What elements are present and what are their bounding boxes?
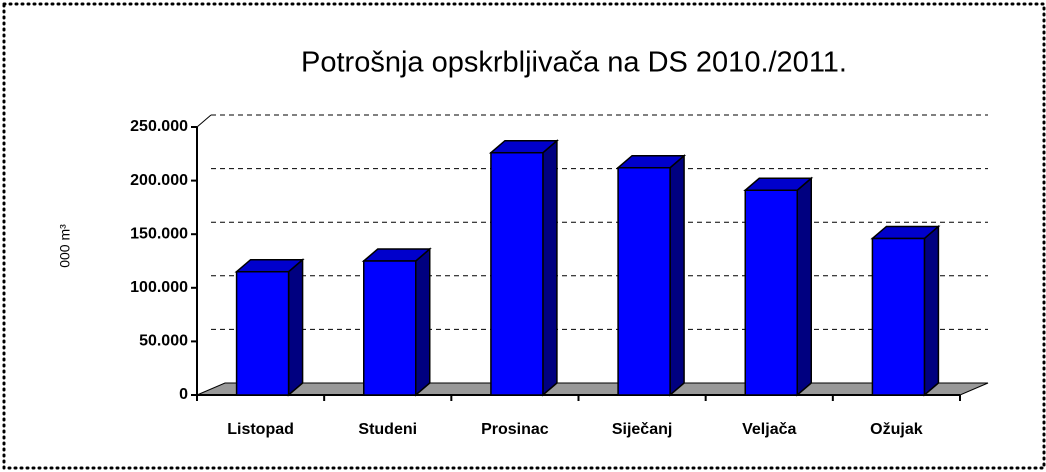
bar-side [542, 139, 558, 397]
bar-side [796, 176, 812, 397]
bar-side [287, 258, 304, 397]
y-tick-label: 100.000 [130, 279, 188, 296]
bar-side [669, 154, 685, 397]
y-tick-label: 200.000 [130, 172, 188, 189]
x-tick-label: Veljača [742, 421, 796, 438]
y-tick-label: 150.000 [130, 225, 188, 242]
bar [871, 237, 926, 396]
floor [196, 382, 989, 396]
y-tick-label: 50.000 [139, 333, 188, 350]
bar [490, 151, 544, 396]
bar [744, 189, 798, 396]
x-tick-label: Siječanj [612, 421, 672, 438]
bar [617, 166, 671, 396]
x-tick-label: Listopad [227, 421, 294, 438]
y-tick-label: 250.000 [130, 118, 188, 135]
y-axis-depth [196, 114, 212, 128]
bar [235, 270, 290, 396]
x-tick-label: Ožujak [870, 421, 923, 438]
bar [363, 260, 417, 396]
y-tick-label: 0 [179, 386, 188, 403]
chart-title: Potrošnja opskrbljivača na DS 2010./2011… [301, 47, 847, 79]
x-tick-label: Prosinac [481, 421, 549, 438]
y-axis-label: 000 m³ [57, 224, 73, 268]
bar-side [415, 247, 431, 397]
bar-side [923, 224, 940, 397]
x-tick-label: Studeni [358, 421, 417, 438]
